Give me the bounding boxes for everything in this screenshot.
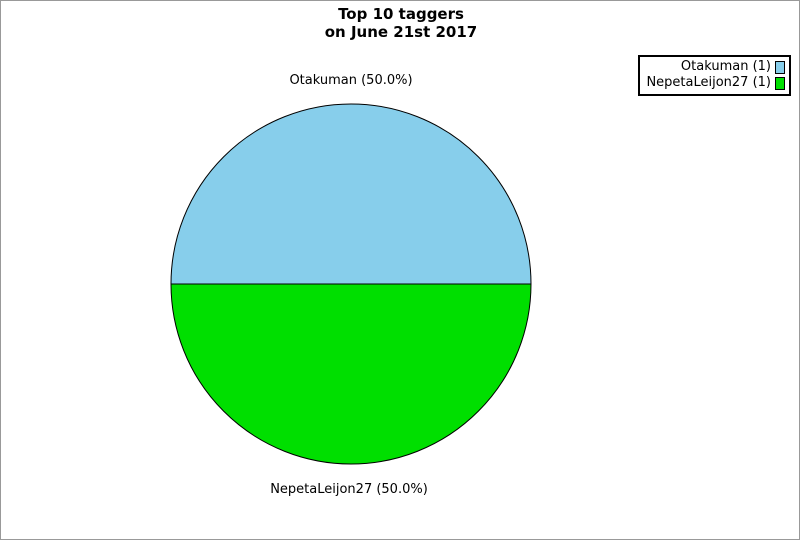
- pie-chart: [170, 103, 532, 465]
- legend-swatch-otakuman: [775, 60, 785, 74]
- pie-svg: [170, 103, 532, 465]
- slice-label-nepetaleijon27: NepetaLeijon27 (50.0%): [270, 482, 428, 497]
- chart-title-line2: on June 21st 2017: [324, 23, 478, 41]
- legend-label: Otakuman (1): [680, 59, 771, 74]
- legend-label: NepetaLeijon27 (1): [646, 75, 771, 90]
- legend-swatch-icon: [775, 76, 785, 90]
- legend-item: Otakuman (1): [642, 59, 785, 75]
- legend-item: NepetaLeijon27 (1): [642, 75, 785, 91]
- legend-swatch-icon: [775, 60, 785, 74]
- legend-swatch-nepetaleijon27: [775, 76, 785, 90]
- legend: Otakuman (1) NepetaLeijon27 (1): [638, 55, 791, 96]
- slice-label-otakuman: Otakuman (50.0%): [289, 73, 413, 88]
- pie-slice-nepetaleijon27: [170, 283, 532, 465]
- chart-title: Top 10 taggers on June 21st 2017: [1, 5, 799, 41]
- chart-title-line1: Top 10 taggers: [338, 5, 464, 23]
- pie-slice-otakuman: [170, 103, 532, 285]
